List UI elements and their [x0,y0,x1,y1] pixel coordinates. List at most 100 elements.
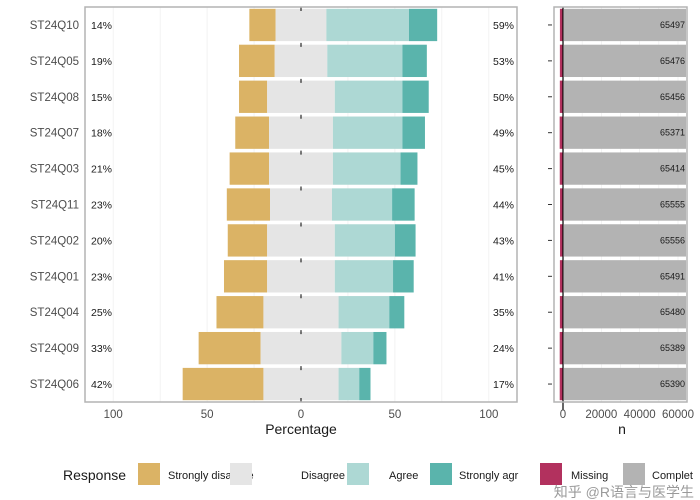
bar-agree [338,367,360,401]
y-tick-label: ST24Q07 [30,128,79,140]
bar-strongly-agree [400,152,418,185]
legend-swatch [540,463,562,485]
right-percent-label: 59% [493,20,514,32]
bar-strongly-disagree [239,44,275,78]
left-percent-label: 19% [91,56,112,68]
bar-agree [334,80,403,113]
right-percent-label: 43% [493,235,514,247]
bar-complete [564,44,686,78]
legend-label: Complet [652,470,693,482]
bar-missing [559,116,563,149]
right-percent-label: 35% [493,307,514,319]
legend-swatch [138,463,160,485]
y-tick-label: ST24Q11 [31,200,79,212]
x-tick-label: 40000 [624,409,656,421]
bar-strongly-agree [402,116,425,149]
bar-strongly-disagree [249,8,276,42]
legend-swatch [430,463,452,485]
left-percent-label: 42% [91,379,112,391]
bar-strongly-agree [409,8,438,42]
bar-missing [559,331,563,365]
n-value-label: 65556 [660,235,685,245]
bar-strongly-agree [402,44,427,78]
bar-disagree [267,80,335,113]
bar-strongly-disagree [223,260,268,293]
bar-complete [564,260,686,293]
y-tick-label: ST24Q09 [30,343,79,355]
x-tick-label: 100 [479,409,498,421]
bar-strongly-agree [394,224,416,257]
y-tick-label: ST24Q08 [30,92,79,104]
bar-missing [559,152,563,185]
right-percent-label: 50% [493,92,514,104]
legend-swatch [230,463,252,485]
right-percent-label: 45% [493,164,514,176]
bar-disagree [263,296,339,329]
bar-complete [564,367,686,401]
n-value-label: 65456 [660,92,685,102]
y-tick-label: ST24Q03 [30,164,79,176]
bar-strongly-disagree [198,331,261,365]
bar-agree [334,224,395,257]
left-percent-label: 21% [91,164,112,176]
x-tick-label: 0 [298,409,304,421]
bar-disagree [275,8,327,42]
bar-missing [560,188,563,221]
bar-complete [564,188,686,221]
n-value-label: 65414 [660,164,685,174]
right-percent-label: 24% [493,343,514,355]
bar-disagree [263,367,339,401]
bar-strongly-agree [402,80,429,113]
x-axis-title-n: n [618,421,626,437]
left-percent-label: 15% [91,92,112,104]
left-percent-label: 23% [91,200,112,212]
legend-label: Disagree [301,470,345,482]
bar-strongly-disagree [216,296,264,329]
x-tick-label: 60000 [662,409,694,421]
bar-missing [559,260,563,293]
bar-agree [338,296,390,329]
y-tick-label: ST24Q06 [30,379,79,391]
bar-complete [564,296,686,329]
y-tick-label: ST24Q01 [30,271,79,283]
bar-complete [564,224,686,257]
x-tick-label: 100 [104,409,123,421]
bar-complete [564,8,686,42]
right-percent-label: 41% [493,271,514,283]
x-tick-label: 50 [389,409,402,421]
bar-missing [559,8,563,42]
n-value-label: 65476 [660,56,685,66]
bar-agree [331,188,393,221]
right-percent-label: 17% [493,379,514,391]
bar-agree [341,331,374,365]
legend-label: Missing [571,470,608,482]
bar-agree [332,152,401,185]
bar-disagree [274,44,328,78]
bar-strongly-agree [373,331,387,365]
y-tick-label: ST24Q04 [30,307,80,319]
n-value-label: 65390 [660,379,685,389]
right-percent-label: 44% [493,200,514,212]
bar-complete [564,80,686,113]
n-value-label: 65371 [660,128,685,138]
bar-complete [564,116,686,149]
bar-strongly-disagree [235,116,270,149]
bar-agree [334,260,394,293]
bar-disagree [269,152,333,185]
legend-title: Response [63,467,126,483]
left-percent-label: 18% [91,128,112,140]
legend: Response Strongly disagree Disagree Agree S… [63,463,693,485]
bar-strongly-disagree [226,188,271,221]
bar-missing [559,80,563,113]
bar-strongly-agree [392,188,415,221]
right-percent-label: 49% [493,128,514,140]
right-percent-label: 53% [493,56,514,68]
bar-strongly-disagree [239,80,268,113]
watermark: 知乎 @R语言与医学生 [554,484,694,500]
n-panel: 65497 65476 65456 65371 65414 65555 65556 65491… [548,6,694,421]
bar-agree [326,8,409,42]
bar-missing [559,367,563,401]
bar-strongly-agree [393,260,414,293]
bar-disagree [269,116,333,149]
left-percent-label: 33% [91,343,112,355]
